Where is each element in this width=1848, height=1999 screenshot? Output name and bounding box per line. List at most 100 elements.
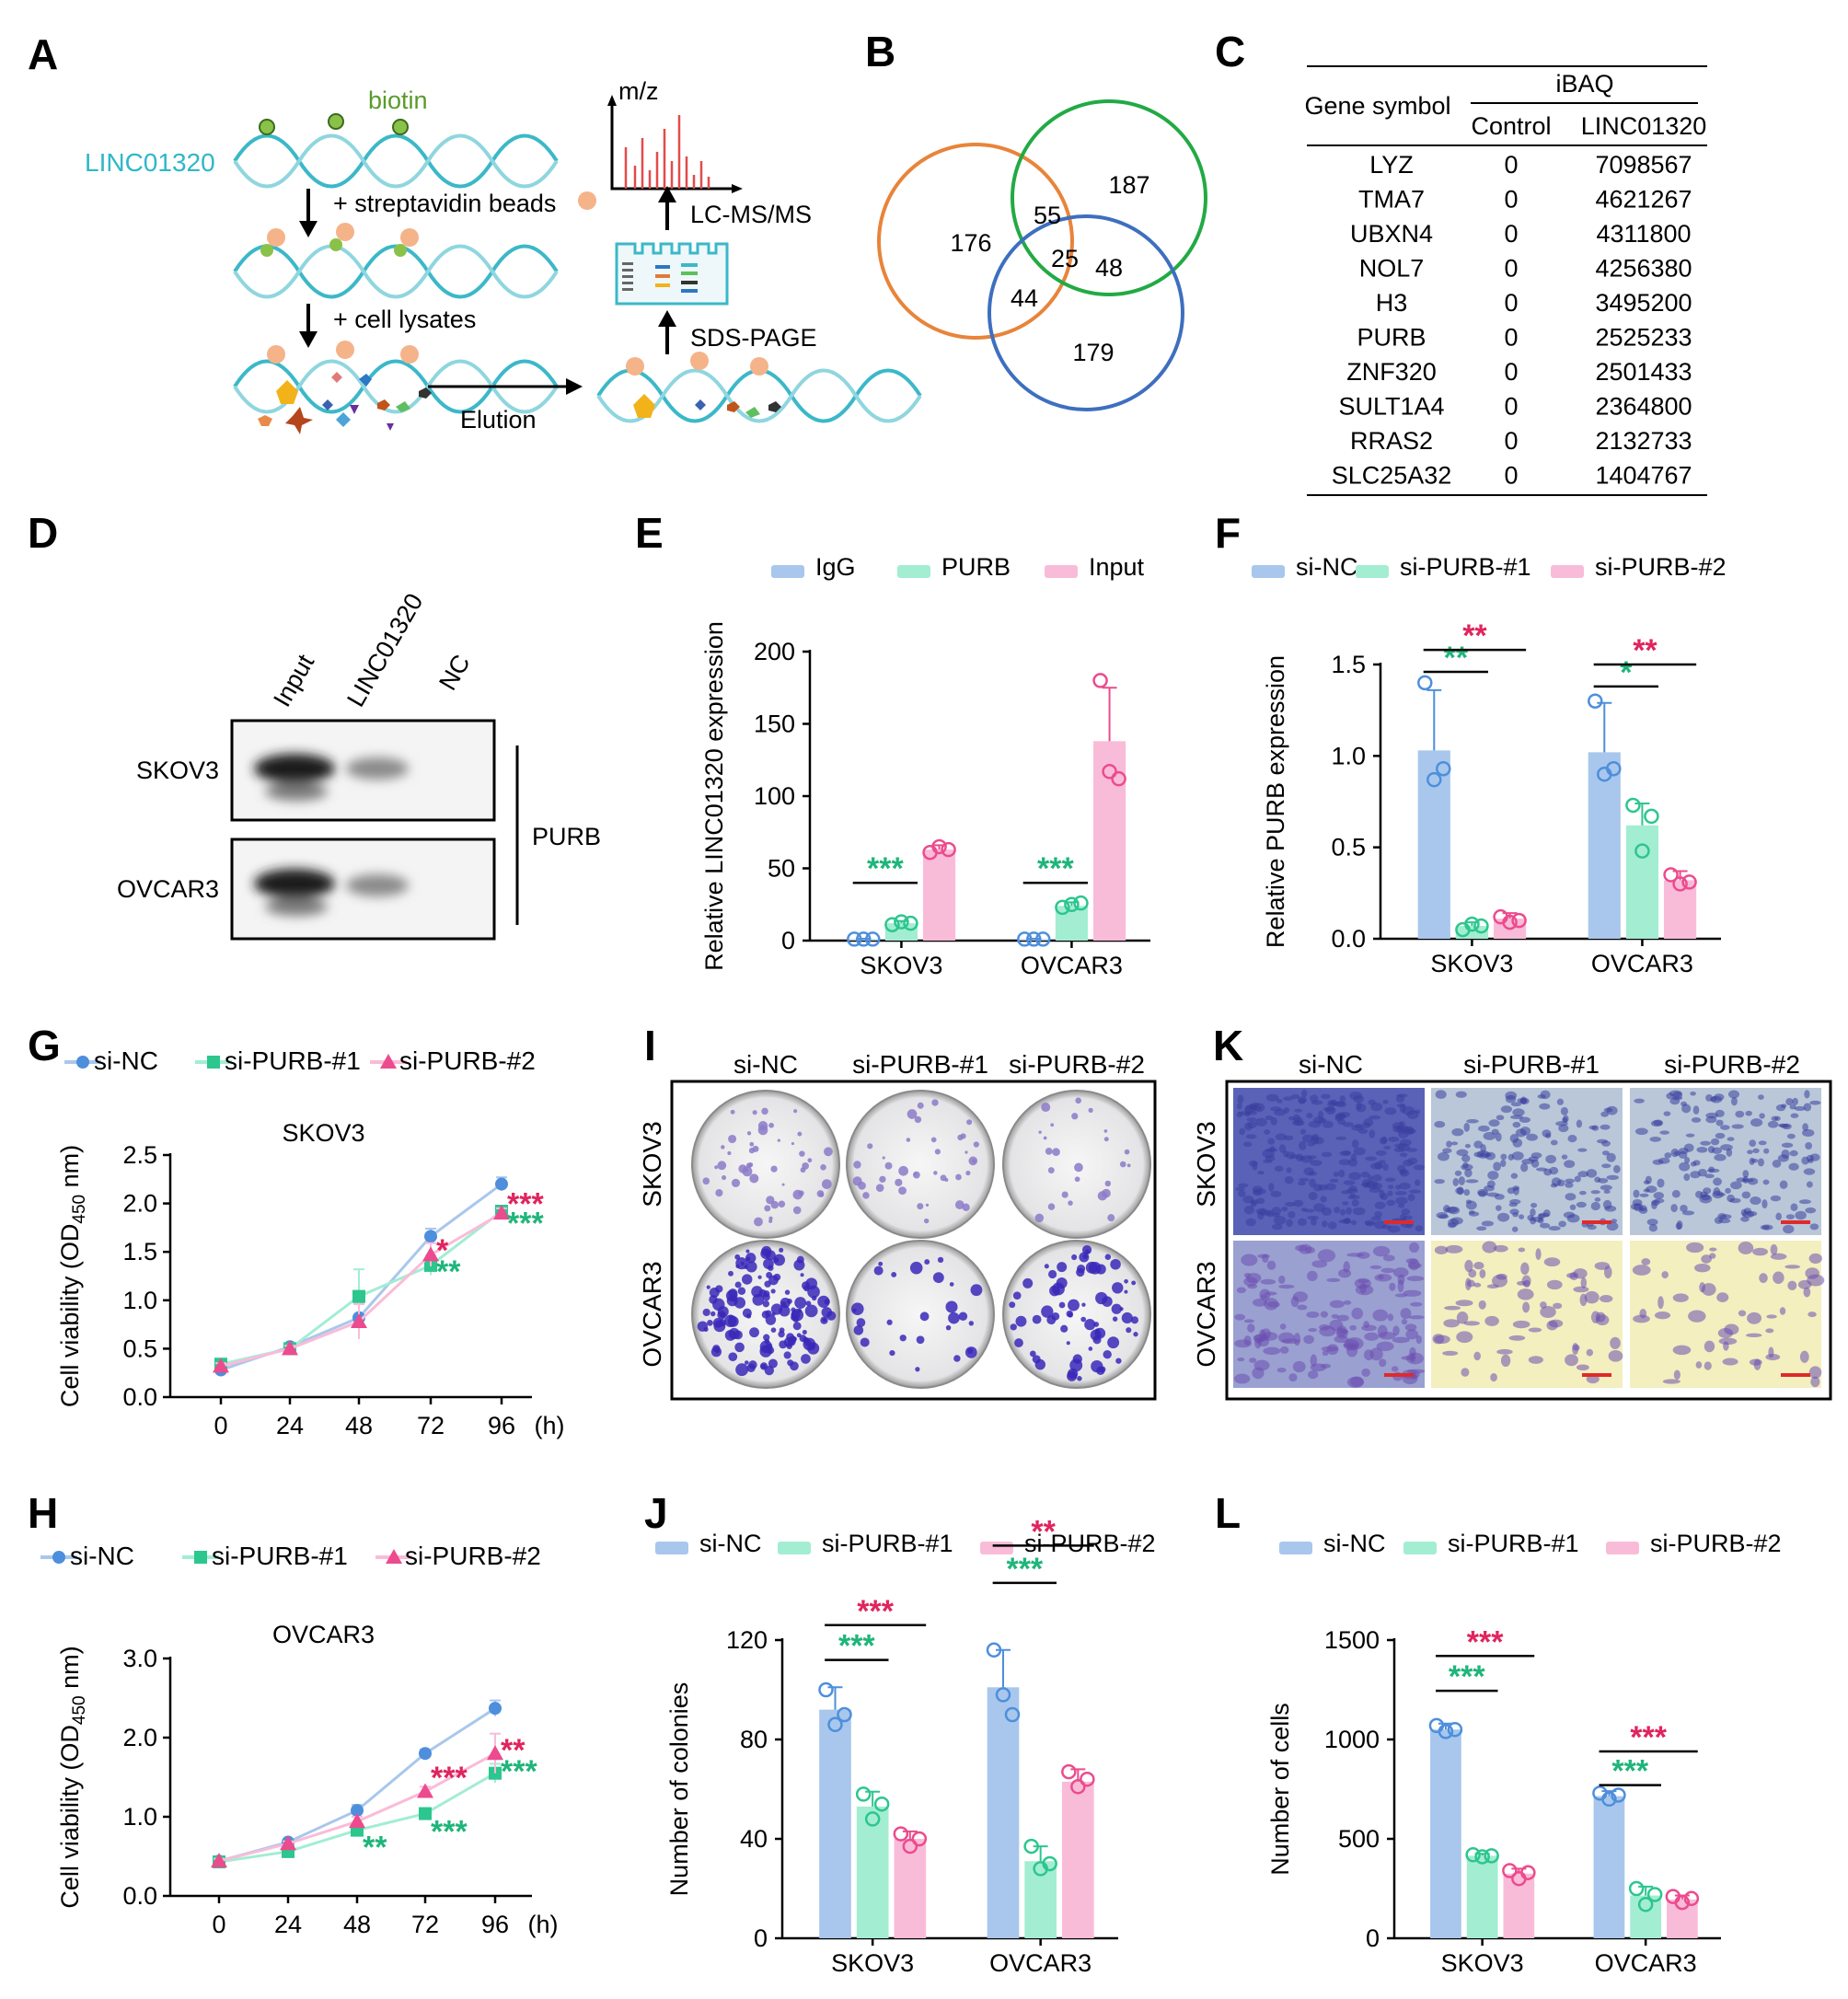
cell bbox=[1404, 1323, 1417, 1332]
significance-stars: ** bbox=[1633, 633, 1657, 668]
cell bbox=[1249, 1358, 1257, 1363]
cell bbox=[1580, 1277, 1588, 1288]
cell bbox=[1443, 1205, 1450, 1213]
marker bbox=[487, 1745, 503, 1761]
data-point bbox=[873, 1796, 890, 1812]
cell bbox=[1709, 1253, 1716, 1259]
cell bbox=[1403, 1159, 1414, 1167]
cell bbox=[1603, 1189, 1611, 1194]
cell bbox=[1443, 1319, 1460, 1328]
colony bbox=[1012, 1291, 1022, 1300]
data-point bbox=[1628, 1880, 1645, 1897]
cell bbox=[1308, 1327, 1318, 1333]
cell bbox=[1382, 1163, 1389, 1172]
cell bbox=[1341, 1150, 1352, 1156]
significance-stars: ** bbox=[501, 1733, 526, 1768]
cell bbox=[1392, 1325, 1400, 1336]
cell bbox=[1289, 1154, 1300, 1159]
colony-dishes bbox=[691, 1090, 1151, 1389]
cell bbox=[1278, 1144, 1287, 1153]
x-tick-label: 96 bbox=[488, 1412, 515, 1439]
colony bbox=[913, 1172, 917, 1176]
cell bbox=[1384, 1107, 1397, 1115]
colony bbox=[793, 1109, 798, 1114]
data-point bbox=[1111, 770, 1126, 787]
cell bbox=[1584, 1290, 1600, 1304]
cell bbox=[1274, 1165, 1284, 1173]
cell bbox=[1334, 1207, 1341, 1214]
table-cell-gene: LYZ bbox=[1369, 151, 1414, 179]
cell bbox=[1512, 1108, 1525, 1117]
legend-label: si-NC bbox=[1296, 553, 1358, 581]
legend-label: si-NC bbox=[699, 1530, 762, 1557]
colony bbox=[768, 1265, 774, 1271]
cell bbox=[1520, 1096, 1527, 1104]
colony bbox=[1077, 1265, 1086, 1274]
cell bbox=[1243, 1205, 1254, 1215]
cell bbox=[1508, 1202, 1519, 1207]
cell bbox=[1351, 1199, 1359, 1207]
cell bbox=[1308, 1191, 1318, 1201]
cell bbox=[1765, 1328, 1774, 1334]
cell bbox=[1399, 1152, 1408, 1158]
blot-bands bbox=[254, 754, 409, 916]
cell bbox=[1683, 1173, 1691, 1182]
cell bbox=[1540, 1305, 1556, 1319]
data-point bbox=[1637, 1897, 1654, 1912]
cell bbox=[1808, 1366, 1822, 1379]
cell bbox=[1745, 1110, 1752, 1116]
colony bbox=[760, 1363, 767, 1369]
panel-c-table: Gene symbol iBAQ Control LINC01320 LYZ 0 7… bbox=[1304, 65, 1707, 496]
legend-label: IgG bbox=[815, 553, 856, 581]
cell bbox=[1378, 1331, 1396, 1340]
cell bbox=[1486, 1192, 1500, 1197]
legend-label: si-PURB-#2 bbox=[1024, 1530, 1156, 1557]
colony bbox=[1119, 1307, 1124, 1311]
cell bbox=[1746, 1333, 1762, 1338]
colony bbox=[709, 1295, 718, 1304]
y-tick-label: 0 bbox=[781, 927, 795, 954]
panel-label-c: C bbox=[1215, 28, 1245, 75]
cell bbox=[1742, 1170, 1750, 1178]
cell bbox=[1717, 1213, 1727, 1219]
cell bbox=[1713, 1187, 1721, 1196]
cell bbox=[1633, 1189, 1640, 1198]
cell bbox=[1563, 1211, 1576, 1219]
table-cell-gene: RRAS2 bbox=[1350, 427, 1433, 455]
mz-label: m/z bbox=[618, 77, 659, 105]
x-tick-label: OVCAR3 bbox=[1595, 1949, 1697, 1977]
cell bbox=[1444, 1305, 1461, 1311]
cell bbox=[1747, 1150, 1753, 1155]
bar bbox=[1017, 939, 1050, 941]
x-tick-label: 0 bbox=[214, 1412, 227, 1439]
colony bbox=[1057, 1262, 1068, 1273]
cell bbox=[1306, 1155, 1317, 1160]
cell bbox=[1750, 1118, 1763, 1127]
legend-swatch bbox=[655, 1542, 688, 1554]
cell bbox=[1548, 1319, 1564, 1328]
data-point bbox=[1092, 673, 1108, 688]
cell bbox=[1518, 1247, 1526, 1253]
cell bbox=[1303, 1167, 1315, 1176]
y-tick-label: 3.0 bbox=[122, 1645, 157, 1672]
cell bbox=[1468, 1211, 1480, 1217]
cell bbox=[1263, 1346, 1281, 1356]
colony bbox=[1119, 1161, 1126, 1168]
data-point bbox=[1625, 797, 1641, 814]
colony bbox=[879, 1175, 886, 1184]
colony bbox=[1104, 1180, 1112, 1187]
cell bbox=[1551, 1177, 1562, 1187]
biotin-label: biotin bbox=[368, 87, 428, 114]
table-cell-control: 0 bbox=[1504, 462, 1518, 490]
cell bbox=[1601, 1163, 1611, 1169]
data-point bbox=[931, 838, 947, 855]
cell bbox=[1496, 1205, 1502, 1211]
cell bbox=[1338, 1169, 1346, 1178]
venn-circle-blue bbox=[988, 214, 1184, 411]
colony bbox=[1067, 1370, 1078, 1381]
table-cell-value: 4311800 bbox=[1596, 220, 1691, 248]
table-cell-gene: NOL7 bbox=[1359, 255, 1425, 283]
legend-label: si-PURB-#2 bbox=[399, 1046, 536, 1075]
significance-stars: ** bbox=[1444, 641, 1469, 676]
legend-item-purb: PURB bbox=[897, 553, 1011, 581]
